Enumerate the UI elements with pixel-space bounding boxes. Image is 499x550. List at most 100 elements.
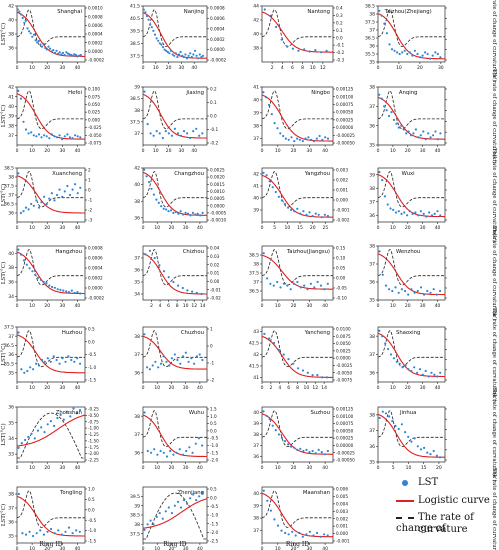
rate-curve: [16, 9, 85, 47]
right-tick-label: 1: [88, 178, 91, 183]
lst-point: [310, 138, 313, 141]
y-tick-label: 42: [253, 172, 259, 178]
lst-point: [198, 134, 201, 137]
x-tick-label: 10: [29, 385, 35, 391]
lst-point: [63, 135, 66, 138]
lst-point: [315, 137, 318, 140]
y-tick-label: 42: [8, 85, 14, 91]
lst-point: [20, 442, 23, 445]
lst-point: [405, 132, 408, 135]
lst-point: [167, 506, 170, 509]
x-tick-label: 30: [438, 65, 444, 71]
x-tick-label: 0: [261, 225, 264, 231]
rate-curve: [261, 490, 333, 528]
lst-point: [418, 368, 422, 371]
panel-title: Jiaxing: [185, 90, 204, 96]
lst-point: [36, 429, 40, 432]
lst-point: [283, 202, 287, 206]
x-tick-label: 0: [16, 465, 19, 471]
y-tick-label: 34: [8, 436, 14, 442]
lst-point: [179, 506, 183, 509]
lst-point: [173, 54, 176, 57]
lst-point: [305, 448, 308, 451]
panel-title: Shaoxing: [396, 330, 420, 336]
lst-point: [397, 126, 400, 129]
lst-point: [176, 358, 179, 362]
x-tick-label: 0: [16, 303, 19, 309]
lst-point: [302, 449, 305, 453]
rate-curve: [142, 410, 207, 448]
lst-point: [66, 184, 69, 188]
right-axis-label: The rate of change of curvature(k'): [491, 307, 498, 401]
x-tick-label: 40: [75, 546, 81, 550]
x-tick-label: 30: [420, 225, 426, 231]
x-tick-label: 40: [197, 546, 203, 550]
right-tick-label: 0.00025: [336, 436, 354, 441]
right-tick-label: 0.5: [210, 421, 217, 426]
right-tick-label: 0.0010: [88, 6, 103, 11]
y-tick-label: 36: [134, 450, 140, 456]
right-tick-label: -0.25: [88, 407, 99, 412]
lst-point: [24, 128, 28, 131]
lst-point: [178, 448, 181, 451]
lst-point: [49, 360, 52, 363]
x-tick-label: 6: [287, 385, 290, 391]
x-tick-label: 2: [271, 65, 274, 71]
lst-point: [53, 424, 56, 427]
plot-frame: [16, 486, 86, 544]
lst-point: [21, 16, 24, 19]
lst-point: [311, 214, 314, 218]
right-tick-label: 0.0020: [210, 175, 225, 180]
y-tick-label: 37: [253, 136, 259, 142]
panel-taizhou-jiangsu-: 0 10 20 30 40 36.5 37 37.5 38 38.5 0.15 0.10 0.05 0.0…: [249, 246, 347, 309]
lst-point: [60, 53, 63, 56]
right-tick-label: 1.0: [210, 414, 217, 419]
right-tick-label: -1: [210, 361, 215, 366]
lst-point: [50, 133, 54, 136]
lst-point: [66, 410, 69, 413]
lst-point: [173, 504, 176, 507]
right-tick-label: -1.50: [88, 438, 99, 443]
y-tick-label: 44: [253, 4, 259, 10]
lst-point: [378, 93, 381, 96]
lst-point: [435, 454, 438, 457]
logistic-curve: [142, 498, 208, 529]
lst-point: [385, 109, 388, 112]
rate-curve: [142, 90, 207, 130]
lst-point: [413, 49, 416, 52]
lst-point: [304, 137, 307, 140]
lst-point: [30, 432, 33, 435]
lst-point: [167, 132, 170, 135]
x-tick-label: 8: [176, 303, 179, 309]
rate-curve: [16, 490, 85, 528]
lst-point: [276, 280, 279, 284]
x-tick-label: 0: [261, 546, 264, 550]
lst-point: [201, 358, 204, 362]
lst-point: [396, 51, 399, 54]
x-tick-label: 40: [322, 148, 328, 154]
y-tick-label: 36: [8, 211, 14, 217]
y-tick-label: 37.5: [130, 53, 140, 59]
x-tick-label: 40: [191, 148, 197, 154]
lst-point: [30, 131, 33, 134]
lst-point: [32, 33, 36, 36]
panel-taizhou-zhejiang-: 0 10 20 30 35 35.5 36 36.5 37 37.5 38 38.5 Taizhou(Z…: [365, 0, 498, 81]
lst-point: [148, 368, 151, 371]
rate-curve: [16, 330, 85, 368]
lst-point: [407, 293, 410, 296]
lst-point: [282, 353, 285, 356]
panel-title: Zhenjiang: [177, 490, 204, 496]
legend-dashed-line-icon: [396, 516, 414, 519]
lst-point: [61, 51, 65, 55]
panel-title: Taizhou(Zhejiang): [384, 9, 432, 15]
lst-point: [191, 211, 194, 214]
right-tick-label: 0.002: [336, 178, 348, 183]
lst-point: [61, 357, 64, 360]
y-tick-label: 37: [253, 443, 259, 449]
y-tick-label: 43: [253, 329, 259, 335]
x-tick-label: 20: [44, 225, 50, 231]
right-tick-label: -1.75: [88, 445, 99, 450]
lst-point: [435, 293, 438, 296]
right-tick-label: 0.0025: [210, 168, 225, 173]
